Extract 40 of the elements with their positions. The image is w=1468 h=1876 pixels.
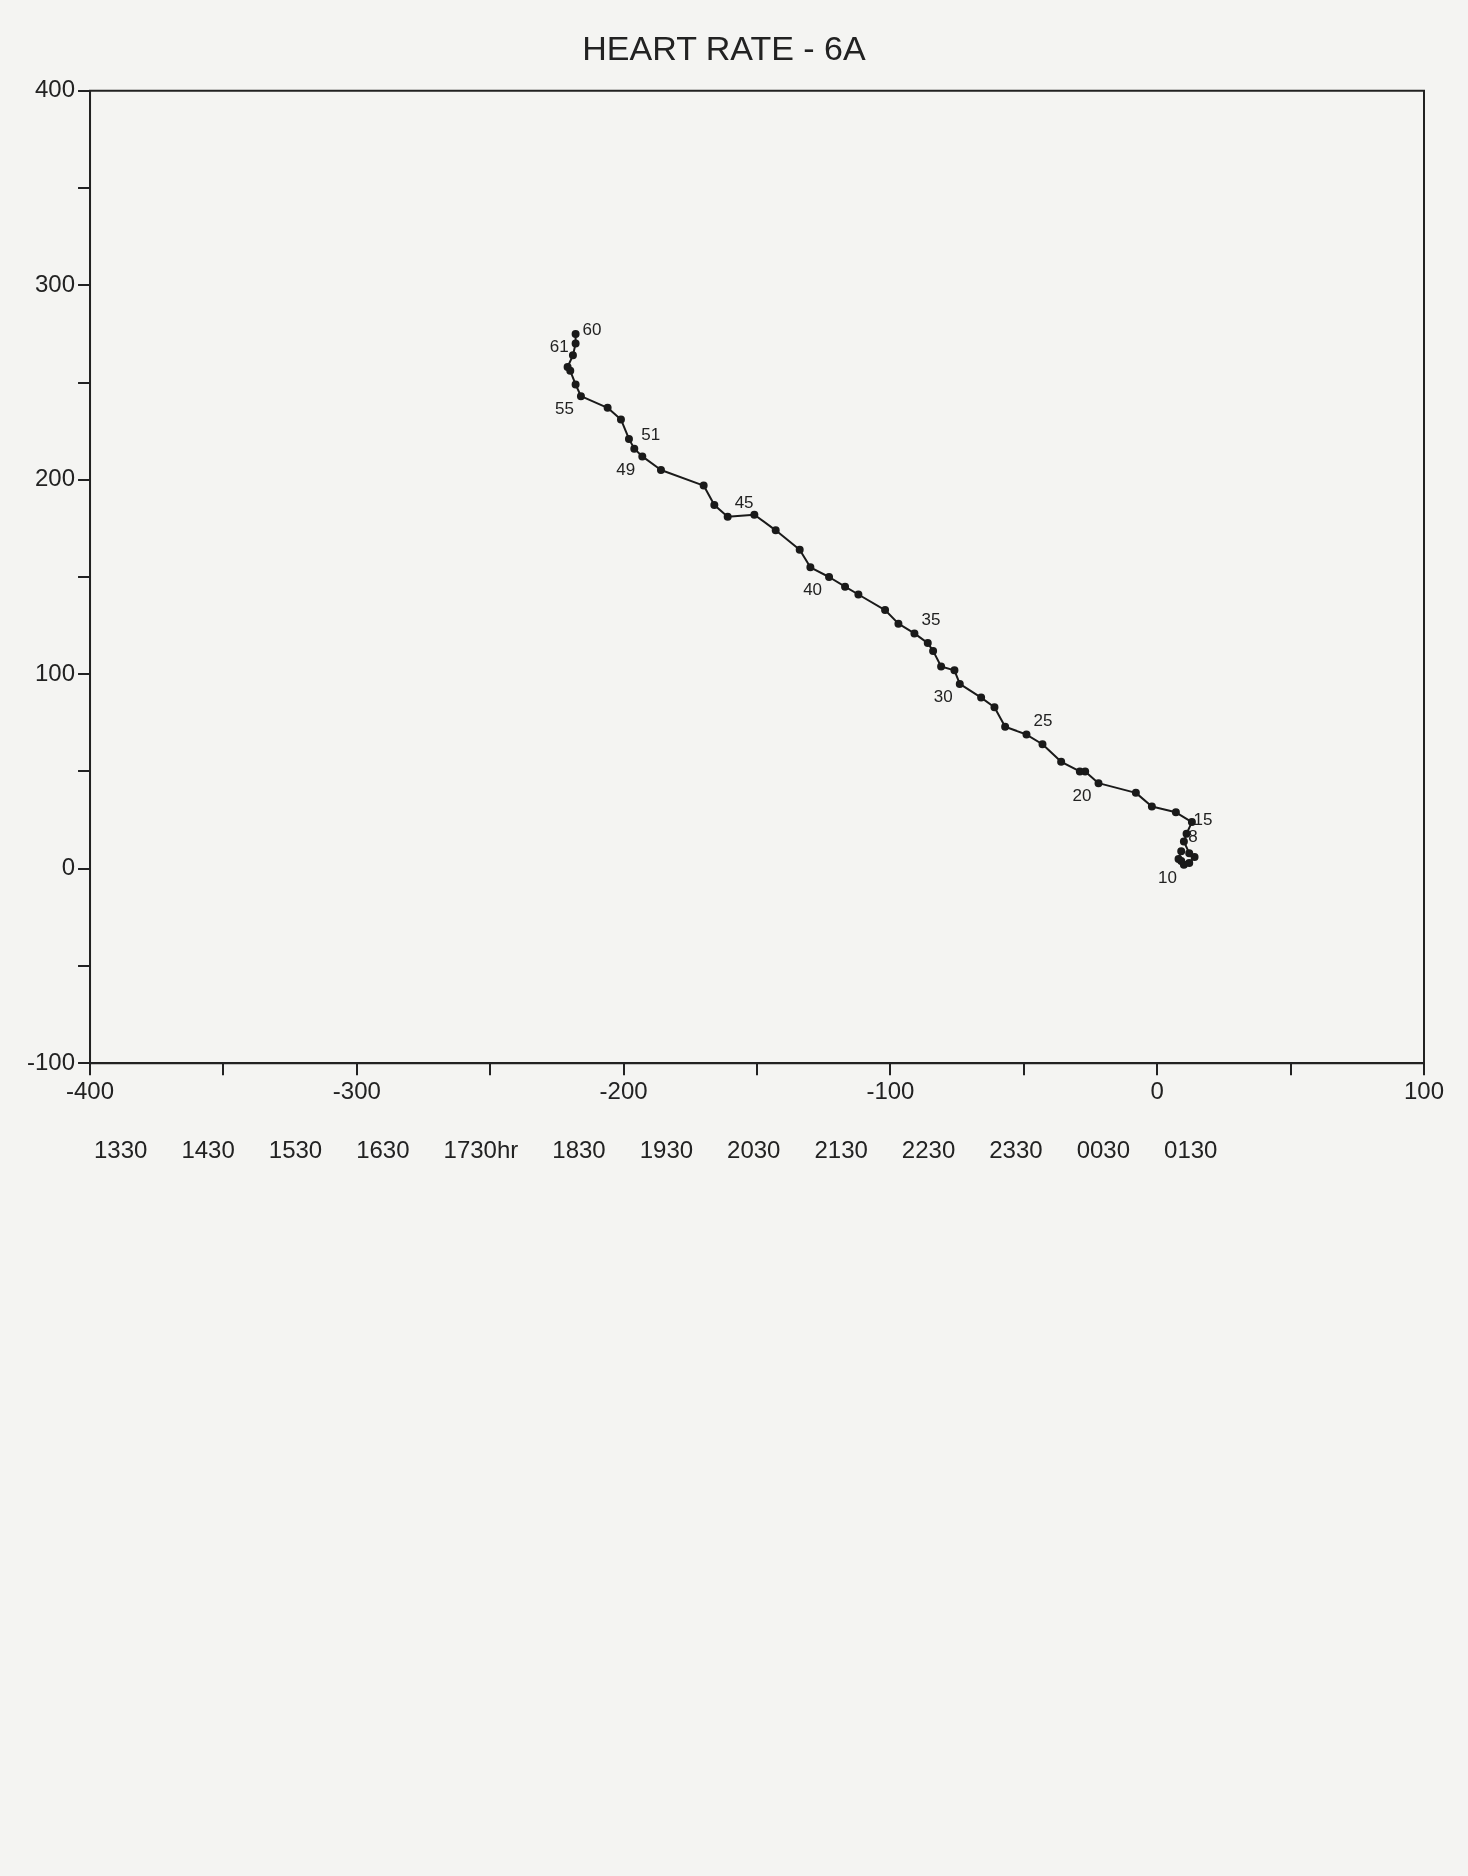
annotation: 40 — [803, 580, 823, 600]
text: 0030 — [1076, 1136, 1131, 1164]
annotation: 60 — [582, 319, 602, 339]
annotation: 49 — [616, 459, 636, 479]
text: 2230 — [901, 1136, 956, 1164]
chart-title: HEART RATE - 6A — [582, 28, 867, 67]
x-tick-label: -100 — [866, 1077, 915, 1105]
text: 1330 — [94, 1136, 148, 1164]
annotation: 25 — [1033, 710, 1053, 730]
annotation: 45 — [734, 492, 754, 512]
text: 1930 — [639, 1136, 694, 1164]
y-tick-label: 300 — [34, 269, 76, 297]
annotation: 10 — [1157, 868, 1177, 888]
x-tick-label: 100 — [1403, 1077, 1445, 1105]
text: 1730hr — [443, 1136, 519, 1164]
annotation: 15 — [1193, 809, 1213, 829]
text: 1630 — [356, 1136, 410, 1164]
annotation: 8 — [1188, 827, 1198, 847]
annotation: 20 — [1072, 786, 1092, 806]
y-tick-label: 200 — [34, 464, 76, 492]
text: 1430 — [181, 1136, 235, 1164]
x-tick-label: -300 — [332, 1077, 381, 1105]
text: 0130 — [1164, 1136, 1218, 1164]
annotation: 51 — [641, 424, 661, 444]
text: 1530 — [268, 1136, 323, 1164]
text: 2030 — [727, 1136, 781, 1164]
text: 2330 — [989, 1136, 1043, 1164]
annotation: 61 — [549, 337, 569, 357]
y-tick-label: 400 — [34, 75, 76, 103]
annotation: 55 — [555, 399, 574, 419]
annotation: 30 — [933, 687, 953, 707]
text: 2130 — [814, 1136, 868, 1164]
y-tick-label: 0 — [61, 853, 76, 881]
x-tick-label: -200 — [599, 1077, 648, 1105]
y-tick-label: -100 — [26, 1047, 76, 1075]
annotation: 35 — [921, 609, 941, 629]
text: 1830 — [552, 1136, 606, 1164]
x-tick-label: -400 — [66, 1077, 115, 1105]
y-tick-label: 100 — [34, 658, 76, 686]
x-tick-label: 0 — [1150, 1077, 1164, 1105]
